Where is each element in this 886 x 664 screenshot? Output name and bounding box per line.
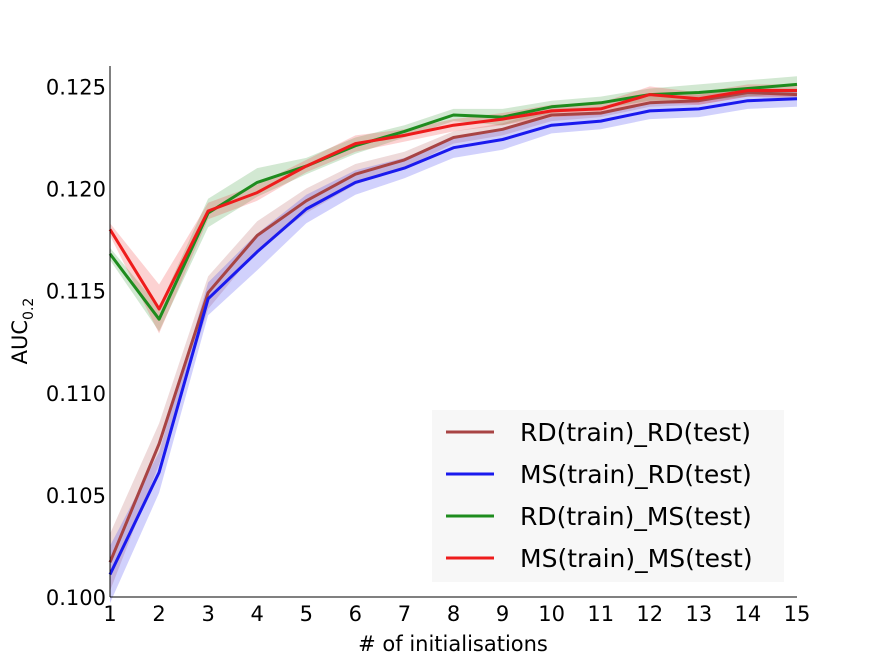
y-tick-label: 0.120 [46,178,106,202]
x-tick-label: 15 [784,602,811,626]
y-tick-labels: 0.100 0.105 0.110 0.115 0.120 0.125 [46,75,106,610]
legend: RD(train)_RD(test) MS(train)_RD(test) RD(t… [432,410,784,582]
x-tick-labels: 1 2 3 4 5 6 7 8 9 10 11 12 13 14 15 [103,602,810,626]
legend-frame [432,410,784,582]
y-tick-label: 0.110 [46,382,106,406]
band-rd-train-rd-test [110,88,797,591]
x-tick-label: 4 [251,602,264,626]
x-tick-label: 2 [152,602,165,626]
series-line-rd-train-ms-test [108,82,798,321]
legend-label: MS(train)_RD(test) [520,460,752,489]
y-tick-label: 0.100 [46,586,106,610]
y-tick-label: 0.125 [46,75,106,99]
x-tick-label: 7 [398,602,411,626]
x-tick-label: 3 [201,602,214,626]
y-tick-label: 0.105 [46,484,106,508]
y-axis-title-subscript: 0.2 [21,298,37,320]
series-lines [108,82,798,576]
x-axis-title: # of initialisations [358,632,548,656]
y-axis-title: AUC0.2 [8,298,37,365]
legend-label: RD(train)_RD(test) [520,418,751,447]
series-line-rd-train-rd-test [108,91,798,563]
x-tick-label: 13 [685,602,712,626]
x-tick-label: 6 [349,602,362,626]
x-tick-label: 9 [496,602,509,626]
y-tick-label: 0.115 [46,280,106,304]
y-axis-title-main: AUC [8,320,32,364]
series-line-ms-train-ms-test [108,89,797,311]
x-tick-label: 8 [447,602,460,626]
x-tick-label: 14 [735,602,762,626]
axes [109,66,797,598]
x-tick-label: 10 [538,602,565,626]
x-tick-label: 5 [300,602,313,626]
x-tick-label: 1 [103,602,116,626]
legend-label: MS(train)_MS(test) [520,544,753,573]
x-tick-label: 11 [587,602,614,626]
series-line-ms-train-rd-test [108,97,798,576]
x-tick-label: 12 [636,602,663,626]
legend-label: RD(train)_MS(test) [520,502,752,531]
